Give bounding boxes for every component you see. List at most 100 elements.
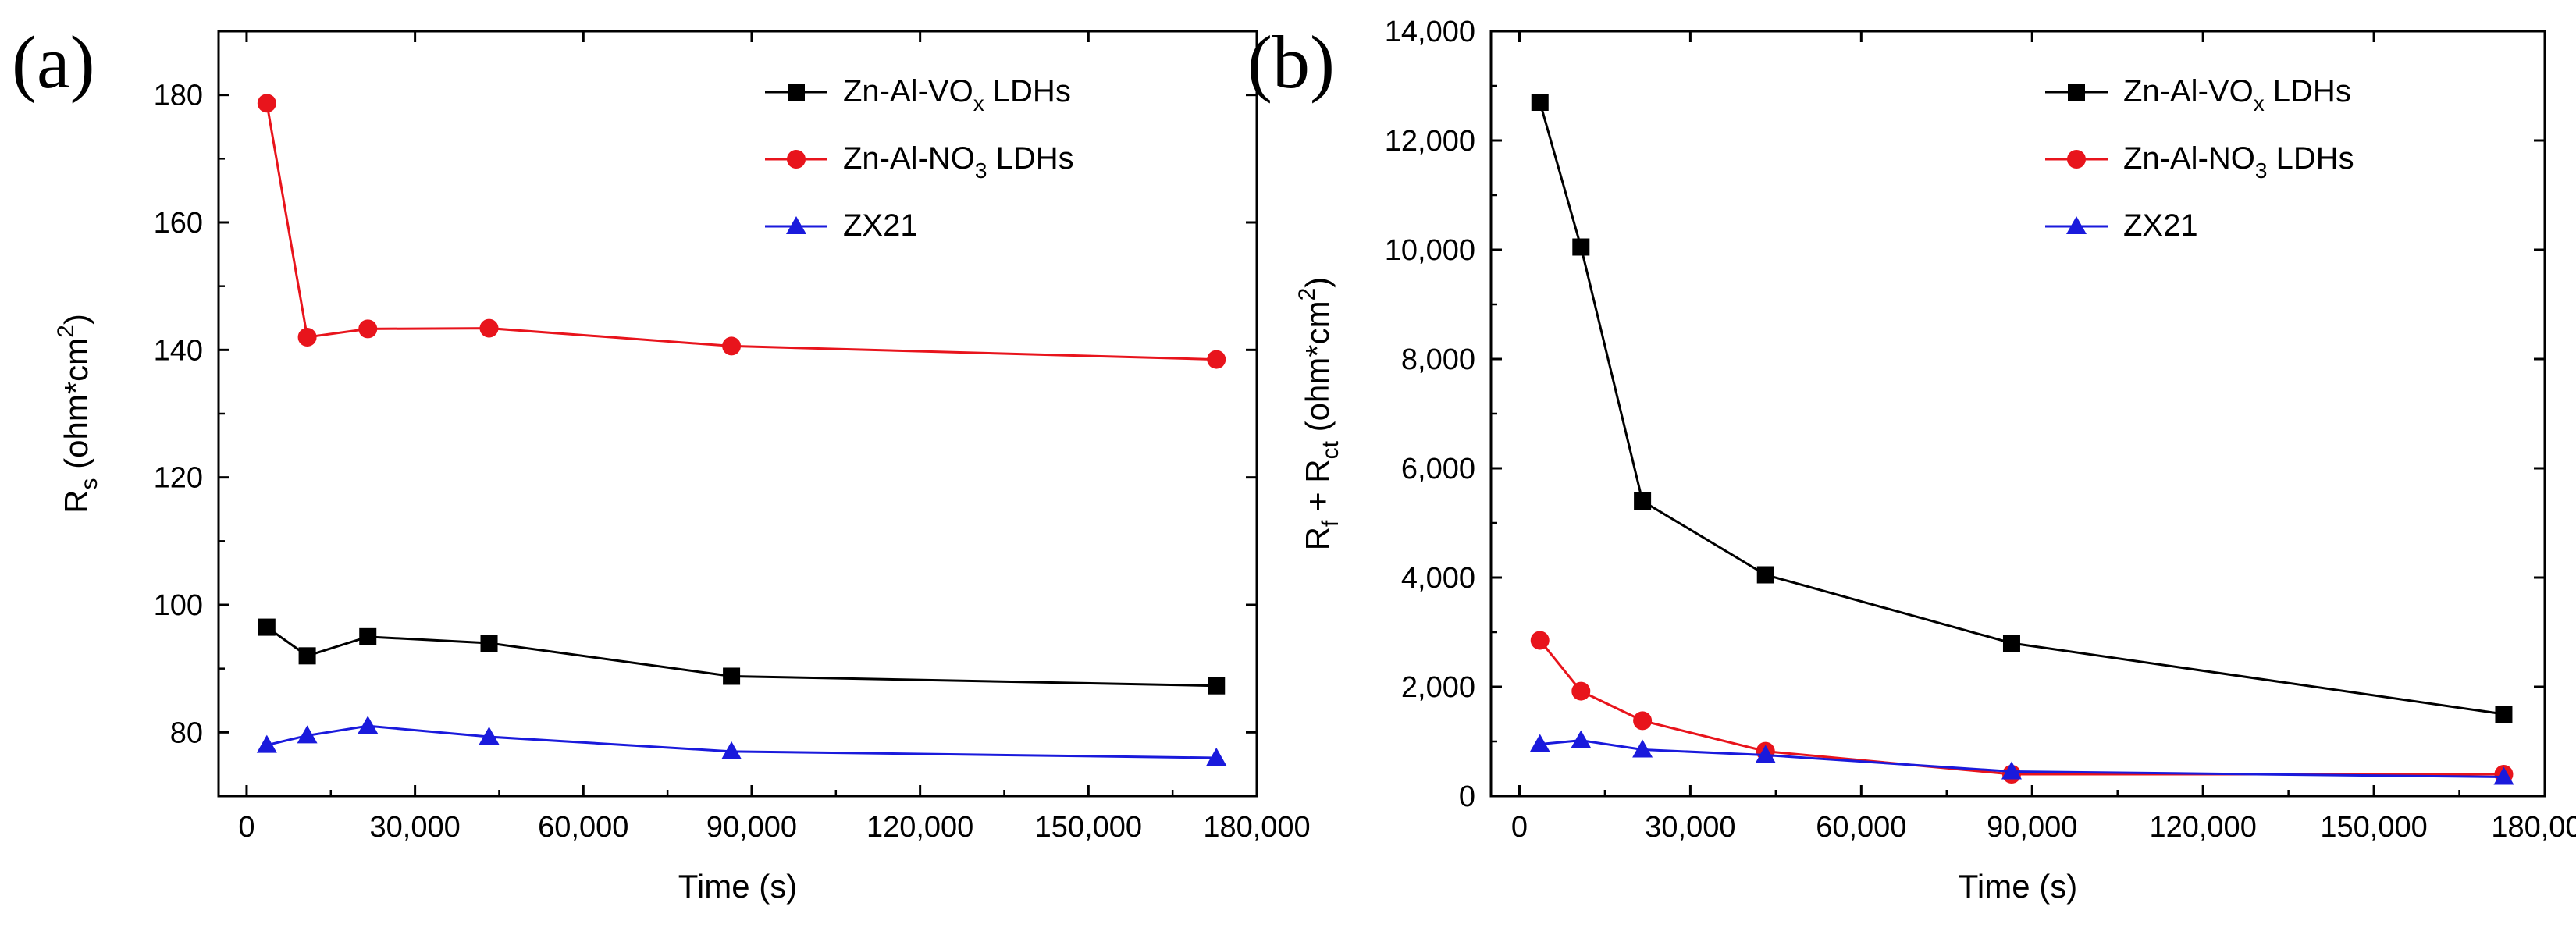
series-line (1539, 101, 2504, 716)
legend-label-text: Zn-Al-VO (843, 74, 973, 108)
data-point (256, 734, 277, 753)
y-tick-label: 160 (154, 207, 203, 240)
x-tick-label: 90,000 (1987, 811, 2077, 844)
panel-a: (a) 0 30,000 60,000 90,000 120,000 150,000 180,… (12, 20, 1311, 905)
legend-marker (2067, 150, 2086, 169)
y-tick-label: 100 (154, 589, 203, 622)
panel-b: (b) 0 30,000 60,000 90,000 120,000 150,000 180,… (1247, 16, 2576, 905)
legend-label-text: ZX21 (2123, 208, 2198, 243)
series-line (265, 103, 1217, 361)
x-tick-label: 120,000 (2149, 811, 2256, 844)
x-tick-label: 0 (1511, 811, 1528, 844)
y-axis-title-sub: ct (1318, 440, 1343, 459)
data-point (1755, 745, 1776, 763)
data-point (1634, 492, 1652, 510)
y-tick-label: 120 (154, 462, 203, 495)
y-axis-title-text: ) (58, 314, 94, 325)
series-line (1539, 639, 2504, 776)
legend-label-sub: 3 (2255, 158, 2268, 183)
y-axis-title-text: R (58, 490, 94, 514)
y-tick-label: 14,000 (1385, 16, 1475, 48)
x-tick-label: 120,000 (866, 811, 973, 844)
y-axis-title-text: ) (1299, 277, 1336, 288)
data-point (721, 741, 742, 759)
y-axis-title: Rs (ohm*cm2) (53, 314, 102, 514)
data-point (480, 635, 498, 652)
series-square (1531, 94, 2513, 723)
data-point (1531, 94, 1549, 111)
y-axis-title-text: (ohm*cm (58, 338, 94, 478)
legend-label-text: Zn-Al-NO (843, 141, 975, 176)
panel-label: (b) (1247, 20, 1335, 104)
data-point (1207, 350, 1226, 369)
data-point (1208, 677, 1226, 695)
data-point (1529, 734, 1550, 752)
legend-label-text: LDHs (984, 74, 1071, 108)
data-point (1571, 681, 1591, 701)
x-tick-label: 90,000 (706, 811, 797, 844)
legend-label-sub: 3 (975, 158, 987, 183)
x-tick-label: 180,000 (2491, 811, 2576, 844)
y-axis-title-sub: f (1318, 520, 1343, 527)
legend-label-text: LDHs (2267, 141, 2354, 176)
x-tick-label: 0 (238, 811, 254, 844)
y-axis-title-sup: 2 (53, 325, 79, 338)
data-point (1633, 711, 1653, 731)
y-axis-title-text: R (1299, 527, 1336, 550)
x-tick-label: 60,000 (538, 811, 628, 844)
data-point (2001, 761, 2022, 780)
y-axis-title-text: (ohm*cm (1299, 300, 1336, 441)
y-tick-label: 140 (154, 334, 203, 367)
data-point (722, 336, 742, 356)
data-point (298, 647, 316, 665)
y-tick-label: 10,000 (1385, 234, 1475, 267)
x-axis-title: Time (s) (678, 868, 797, 905)
data-point (479, 727, 500, 745)
series-circle (1530, 631, 2514, 784)
series-line (1539, 739, 2504, 778)
legend-label: Zn-Al-NO3 LDHs (2123, 141, 2354, 183)
series-circle (257, 94, 1226, 369)
x-tick-label: 180,000 (1203, 811, 1310, 844)
y-tick-label: 180 (154, 80, 203, 112)
y-tick-label: 8,000 (1401, 343, 1475, 376)
x-tick-label: 30,000 (1645, 811, 1735, 844)
legend-marker (786, 216, 806, 234)
y-tick-label: 12,000 (1385, 125, 1475, 158)
legend-marker (2068, 84, 2085, 101)
data-point (2495, 706, 2513, 723)
legend-label-text: LDHs (2265, 74, 2351, 108)
legend-label: ZX21 (843, 208, 918, 243)
legend: Zn-Al-VOx LDHs Zn-Al-NO3 LDHs ZX21 (2045, 74, 2354, 243)
data-point (723, 667, 741, 685)
series-square (258, 618, 1226, 695)
legend-label: Zn-Al-VOx LDHs (843, 74, 1071, 116)
legend-label-text: ZX21 (843, 208, 918, 243)
y-axis-title-sub: s (76, 478, 102, 490)
y-tick-label: 4,000 (1401, 562, 1475, 595)
panel-label: (a) (12, 20, 95, 104)
y-axis-title-sup: 2 (1294, 288, 1320, 301)
y-tick-label: 80 (170, 716, 203, 749)
legend-marker (787, 150, 806, 169)
data-point (358, 716, 379, 734)
data-point (257, 94, 276, 113)
y-tick-label: 2,000 (1401, 671, 1475, 704)
data-point (1756, 566, 1774, 584)
legend-label: Zn-Al-VOx LDHs (2123, 74, 2351, 116)
data-point (2493, 766, 2514, 785)
legend-label-text: LDHs (987, 141, 1073, 176)
legend-label-text: Zn-Al-NO (2123, 141, 2255, 176)
series-triangle (256, 716, 1227, 766)
data-point (1530, 631, 1550, 650)
y-axis-title: Rf + Rct (ohm*cm2) (1294, 277, 1343, 551)
y-tick-label: 6,000 (1401, 453, 1475, 485)
y-tick-label: 0 (1459, 780, 1475, 813)
legend-label-text: Zn-Al-VO (2123, 74, 2254, 108)
legend-marker (2066, 216, 2087, 234)
data-point (1632, 739, 1653, 758)
x-tick-label: 30,000 (370, 811, 461, 844)
data-point (297, 725, 318, 744)
series-line (265, 626, 1217, 688)
